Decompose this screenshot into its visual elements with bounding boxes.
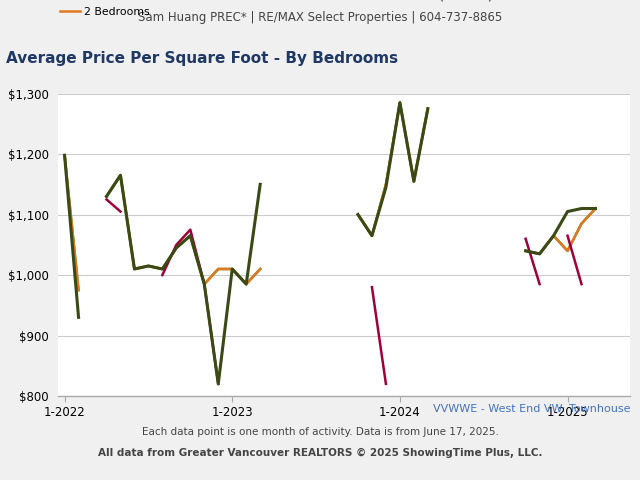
Text: Average Price Per Square Foot - By Bedrooms: Average Price Per Square Foot - By Bedro… bbox=[6, 51, 399, 66]
Text: VVWWE - West End VW: Townhouse: VVWWE - West End VW: Townhouse bbox=[433, 404, 630, 414]
Text: All data from Greater Vancouver REALTORS © 2025 ShowingTime Plus, LLC.: All data from Greater Vancouver REALTORS… bbox=[98, 448, 542, 458]
Text: Each data point is one month of activity. Data is from June 17, 2025.: Each data point is one month of activity… bbox=[141, 427, 499, 437]
Legend: 1 Bedroom or Fewer, 2 Bedrooms, 3 Bedrooms, 4 Bedrooms or More (No Data), All Be: 1 Bedroom or Fewer, 2 Bedrooms, 3 Bedroo… bbox=[60, 0, 598, 17]
Text: Sam Huang PREC* | RE/MAX Select Properties | 604-737-8865: Sam Huang PREC* | RE/MAX Select Properti… bbox=[138, 12, 502, 24]
